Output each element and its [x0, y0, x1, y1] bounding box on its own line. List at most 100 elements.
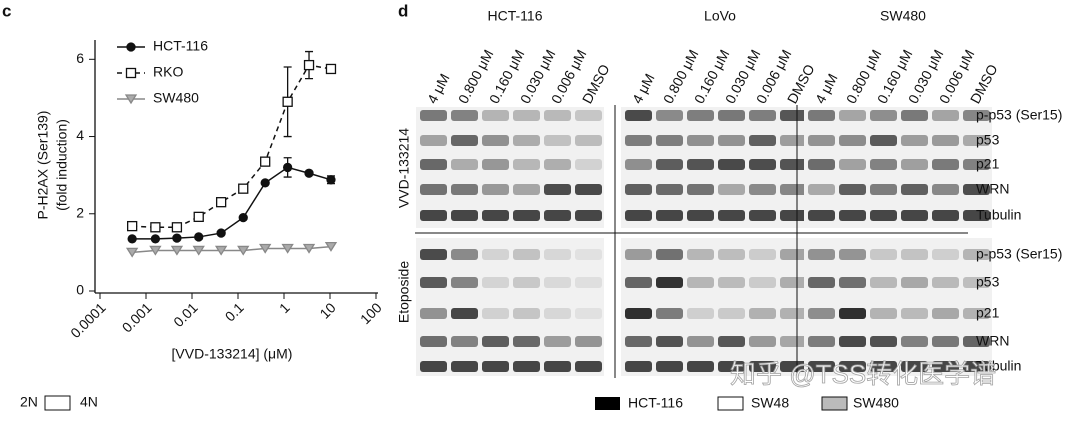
blot-band	[749, 249, 776, 260]
blot-band	[839, 159, 866, 170]
blot-band	[749, 184, 776, 195]
blot-band	[482, 361, 509, 372]
legend-label: SW480	[153, 90, 199, 106]
protein-label: p21	[976, 305, 1000, 321]
blot-band	[780, 210, 807, 221]
blot-band	[839, 210, 866, 221]
blot-band	[749, 210, 776, 221]
blot-band	[901, 277, 928, 288]
marker	[302, 243, 316, 254]
blot-band	[451, 135, 478, 146]
blot-band	[901, 249, 928, 260]
treatment-label: Etoposide	[396, 261, 412, 323]
blot-band	[687, 308, 714, 319]
blot-band	[870, 110, 897, 121]
blot-band	[718, 277, 745, 288]
marker	[127, 234, 137, 244]
blot-band	[451, 184, 478, 195]
marker	[238, 212, 248, 223]
blot-band	[656, 184, 683, 195]
lane-label: 4 μM	[424, 71, 453, 106]
blot-background	[416, 107, 604, 228]
blot-band	[482, 308, 509, 319]
blot-band	[963, 184, 990, 195]
blot-band	[718, 336, 745, 347]
blot-band	[932, 159, 959, 170]
blot-band	[687, 336, 714, 347]
legend-swatch	[717, 396, 744, 411]
marker	[193, 211, 204, 223]
blot-band	[656, 308, 683, 319]
blot-band	[749, 308, 776, 319]
blot-band	[656, 135, 683, 146]
blot-band	[544, 336, 571, 347]
blot-band	[482, 277, 509, 288]
blot-band	[963, 308, 990, 319]
marker	[171, 222, 183, 233]
marker	[216, 228, 226, 238]
blot-band	[687, 277, 714, 288]
blot-band	[687, 249, 714, 260]
blot-band	[420, 249, 447, 260]
blot-band	[839, 308, 866, 319]
cell-line-label: HCT-116	[488, 8, 543, 24]
cell-line-label: LoVo	[704, 8, 736, 24]
marker	[214, 245, 228, 256]
protein-label: p21	[976, 156, 1000, 172]
marker	[260, 156, 271, 167]
blot-band	[901, 308, 928, 319]
blot-band	[656, 159, 683, 170]
blot-band	[625, 135, 652, 146]
protein-label: p-p53 (Ser15)	[976, 246, 1062, 262]
blot-band	[544, 308, 571, 319]
legend-label: 4N	[80, 394, 98, 410]
blot-band	[575, 336, 602, 347]
blot-band	[451, 361, 478, 372]
marker	[150, 234, 161, 244]
blot-band	[513, 159, 540, 170]
blot-band	[451, 308, 478, 319]
blot-band	[780, 336, 807, 347]
marker	[172, 233, 182, 243]
blot-band	[901, 159, 928, 170]
lane-label: DMSO	[967, 61, 1001, 106]
blot-band	[513, 249, 540, 260]
blot-band	[575, 308, 602, 319]
blot-band	[780, 277, 807, 288]
blot-band	[901, 135, 928, 146]
marker	[238, 183, 249, 194]
blot-band	[420, 308, 447, 319]
blot-band	[932, 336, 959, 347]
blot-band	[544, 249, 571, 260]
blot-band	[749, 135, 776, 146]
blot-band	[656, 361, 683, 372]
lane-label: DMSO	[579, 61, 613, 106]
blot-band	[932, 135, 959, 146]
blot-band	[749, 336, 776, 347]
legend-label: SW48	[751, 395, 789, 411]
legend-marker	[126, 42, 136, 52]
blot-band	[687, 159, 714, 170]
marker	[150, 222, 161, 233]
lane-label: 4 μM	[812, 71, 841, 106]
blot-band	[780, 184, 807, 195]
blot-band	[513, 210, 540, 221]
marker	[260, 178, 270, 188]
blot-band	[780, 159, 807, 170]
blot-band	[544, 210, 571, 221]
blot-band	[963, 336, 990, 347]
blot-band	[625, 336, 652, 347]
blot-band	[482, 159, 509, 170]
x-tick-label: 100	[357, 299, 385, 327]
blot-band	[575, 159, 602, 170]
blot-band	[749, 277, 776, 288]
blot-band	[687, 110, 714, 121]
blot-band	[513, 361, 540, 372]
blot-band	[482, 210, 509, 221]
y-tick-label: 0	[76, 282, 84, 298]
blot-background	[621, 238, 809, 376]
blot-band	[718, 210, 745, 221]
blot-band	[808, 210, 835, 221]
blot-band	[513, 135, 540, 146]
blot-band	[901, 336, 928, 347]
